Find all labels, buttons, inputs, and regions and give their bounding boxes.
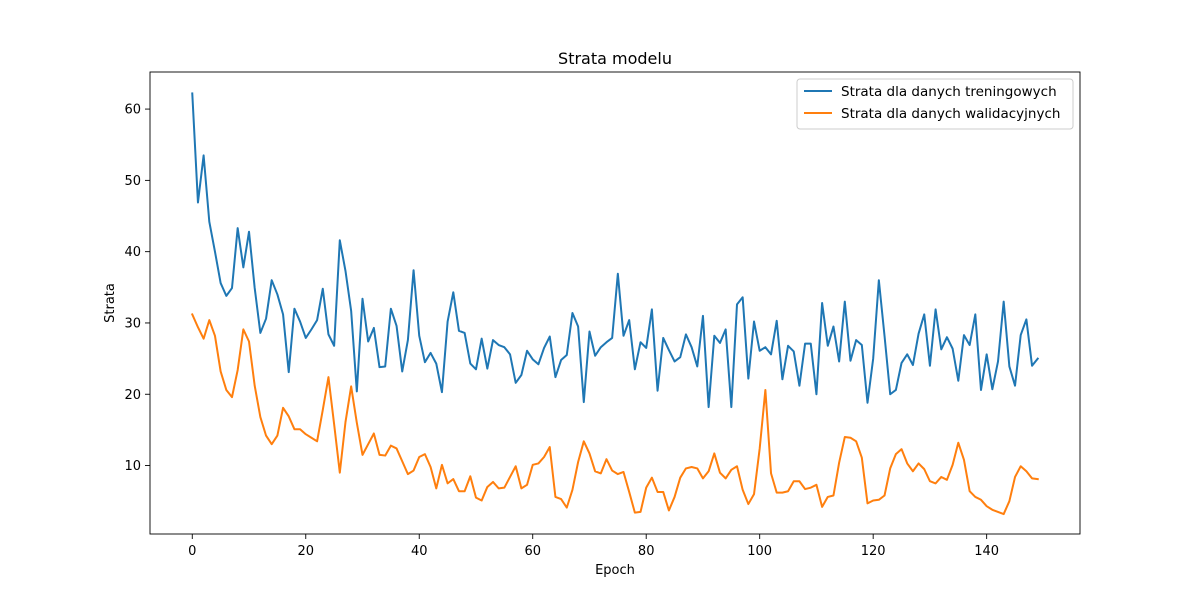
- y-tick-label: 50: [124, 174, 141, 189]
- chart-title: Strata modelu: [558, 49, 672, 68]
- legend-label-2: Strata dla danych walidacyjnych: [841, 106, 1060, 122]
- x-tick-label: 0: [188, 544, 196, 559]
- y-tick-label: 10: [124, 459, 141, 474]
- x-axis: 0 20 40 60 80 100 120 140: [188, 534, 999, 559]
- series-layer: [190, 92, 1040, 516]
- x-tick-label: 40: [411, 544, 428, 559]
- legend: Strata dla danych treningowych Strata dla…: [796, 78, 1074, 130]
- legend-label-1: Strata dla danych treningowych: [841, 84, 1057, 100]
- series-line-1: [191, 92, 1040, 409]
- y-tick-label: 40: [124, 245, 141, 260]
- x-axis-label: Epoch: [595, 563, 635, 578]
- y-axis: 10 20 30 40 50 60: [124, 103, 150, 474]
- legend-box: [796, 78, 1074, 130]
- y-tick-label: 30: [124, 316, 141, 331]
- x-tick-label: 100: [747, 544, 772, 559]
- x-tick-label: 140: [974, 544, 999, 559]
- x-tick-label: 60: [524, 544, 541, 559]
- y-tick-label: 20: [124, 388, 141, 403]
- y-axis-label: Strata: [103, 283, 118, 323]
- x-tick-label: 80: [638, 544, 655, 559]
- series-line-2: [190, 313, 1039, 516]
- x-tick-label: 120: [861, 544, 886, 559]
- y-tick-label: 60: [124, 103, 141, 118]
- x-tick-label: 20: [297, 544, 314, 559]
- plot-frame: [149, 71, 1081, 535]
